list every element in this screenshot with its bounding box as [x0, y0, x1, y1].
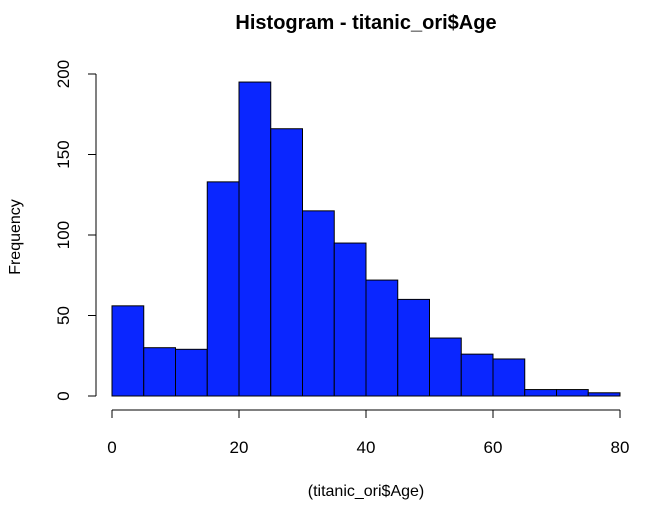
x-tick-label-40: 40 [357, 438, 376, 457]
y-axis-label: Frequency [7, 199, 24, 275]
histogram-bar-7 [333, 242, 367, 397]
y-axis: 0 50 100 150 200 [54, 60, 97, 401]
histogram-bar-4 [238, 81, 272, 397]
histogram-bar-11 [460, 353, 494, 397]
y-tick-label-50: 50 [54, 306, 73, 325]
histogram-bar-13 [524, 389, 557, 397]
histogram-bar-15 [587, 392, 621, 397]
chart-title: Histogram - titanic_ori$Age [235, 12, 496, 34]
histogram-bar-10 [429, 337, 462, 397]
histogram-bar-6 [302, 210, 335, 397]
histogram-bars [111, 81, 621, 397]
histogram-bar-14 [556, 389, 589, 397]
histogram-bar-5 [270, 128, 303, 397]
histogram-bar-2 [175, 348, 208, 397]
histogram-bar-9 [397, 298, 430, 397]
x-tick-label-20: 20 [230, 438, 249, 457]
y-tick-label-200: 200 [54, 60, 73, 88]
x-tick-label-0: 0 [107, 438, 116, 457]
x-axis: 0 20 40 60 80 [107, 409, 630, 457]
x-axis-label: (titanic_ori$Age) [308, 483, 425, 500]
histogram-bar-0 [111, 305, 145, 397]
y-tick-label-150: 150 [54, 140, 73, 168]
y-tick-label-100: 100 [54, 221, 73, 249]
y-tick-label-0: 0 [54, 391, 73, 400]
histogram-bar-1 [143, 347, 176, 397]
x-tick-label-60: 60 [484, 438, 503, 457]
histogram-bar-3 [206, 181, 240, 397]
histogram-bar-12 [492, 358, 526, 397]
histogram-bar-8 [365, 279, 399, 397]
x-tick-label-80: 80 [611, 438, 630, 457]
